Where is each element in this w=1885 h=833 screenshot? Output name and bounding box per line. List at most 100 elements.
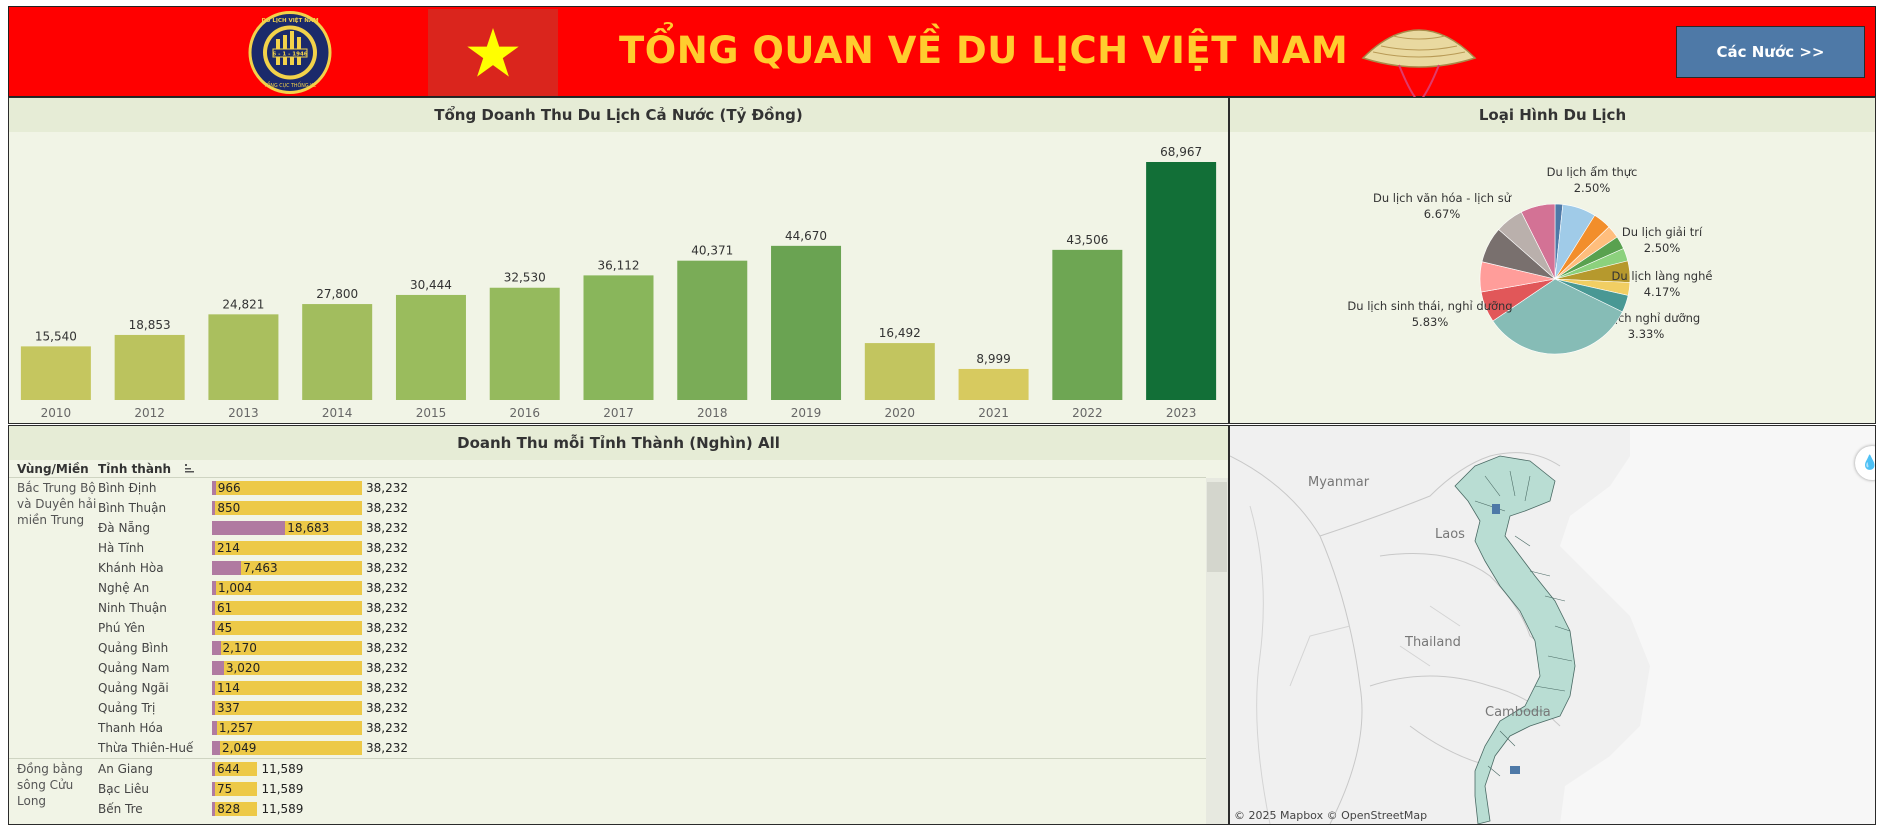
revenue-bar[interactable]	[1052, 249, 1123, 400]
value-bar[interactable]	[212, 521, 286, 535]
revenue-bar[interactable]	[677, 260, 748, 400]
value-bar[interactable]	[212, 701, 215, 715]
revenue-bar[interactable]	[395, 294, 466, 400]
value-bar[interactable]	[212, 802, 216, 816]
pie-slice-percent: 6.67%	[1424, 207, 1461, 221]
value-bar[interactable]	[212, 681, 215, 695]
table-row[interactable]: Bến Tre 828 11,589	[9, 799, 1206, 819]
total-bar[interactable]: 114	[212, 681, 362, 695]
table-row[interactable]: Ninh Thuận 61 38,232	[9, 598, 1206, 618]
header-banner: 6 - 1 - 1946 DU LỊCH VIỆT NAM TỔNG CỤC T…	[8, 6, 1876, 111]
hcmc-highlight[interactable]	[1510, 766, 1520, 774]
revenue-bar[interactable]	[208, 314, 279, 400]
total-bar[interactable]: 337	[212, 701, 362, 715]
total-bar[interactable]: 18,683	[212, 521, 362, 535]
province-value-label: 644	[217, 762, 240, 776]
province-name: Hà Tĩnh	[98, 541, 145, 555]
region-total-label: 38,232	[366, 541, 408, 555]
province-name: Quảng Nam	[98, 661, 170, 675]
scrollbar-thumb[interactable]	[1207, 482, 1227, 572]
table-row[interactable]: Bình Thuận 850 38,232	[9, 498, 1206, 518]
value-bar[interactable]	[212, 561, 242, 575]
x-tick-label: 2016	[509, 406, 540, 420]
revenue-bar[interactable]	[489, 287, 560, 400]
table-row[interactable]: Quảng Bình 2,170 38,232	[9, 638, 1206, 658]
region-total-label: 38,232	[366, 701, 408, 715]
total-bar[interactable]: 214	[212, 541, 362, 555]
total-bar[interactable]: 45	[212, 621, 362, 635]
region-total-label: 38,232	[366, 481, 408, 495]
sort-icon[interactable]	[184, 460, 196, 477]
value-bar[interactable]	[212, 541, 215, 555]
table-row[interactable]: An Giang 644 11,589	[9, 759, 1206, 779]
revenue-bar[interactable]	[958, 368, 1029, 400]
total-bar[interactable]: 1,257	[212, 721, 362, 735]
total-bar[interactable]: 850	[212, 501, 362, 515]
value-bar[interactable]	[212, 782, 215, 796]
table-row[interactable]: Thanh Hóa 1,257 38,232	[9, 718, 1206, 738]
province-value-label: 45	[217, 621, 233, 635]
pie-slice[interactable]	[1492, 278, 1623, 355]
total-bar[interactable]: 61	[212, 601, 362, 615]
vietnam-map[interactable]: Myanmar Laos Thailand Cambodia	[1230, 426, 1875, 824]
value-bar[interactable]	[212, 601, 215, 615]
revenue-bar[interactable]	[1146, 162, 1217, 400]
total-bar[interactable]: 2,170	[212, 641, 362, 655]
revenue-bar[interactable]	[114, 334, 185, 400]
value-bar[interactable]	[212, 621, 215, 635]
value-bar[interactable]	[212, 741, 221, 755]
table-row[interactable]: Bạc Liêu 75 11,589	[9, 779, 1206, 799]
value-bar[interactable]	[212, 581, 216, 595]
total-bar[interactable]: 3,020	[212, 661, 362, 675]
region-group: Bắc Trung Bộ và Duyên hải miền Trung Bình…	[9, 478, 1206, 758]
value-bar[interactable]	[212, 641, 221, 655]
droplet-icon[interactable]: 💧	[1855, 446, 1875, 480]
province-column-header[interactable]: Tỉnh thành	[98, 462, 172, 476]
province-value-label: 966	[217, 481, 241, 495]
revenue-bar[interactable]	[20, 346, 91, 400]
total-bar[interactable]: 7,463	[212, 561, 362, 575]
other-countries-button[interactable]: Các Nước >>	[1676, 26, 1865, 78]
vertical-scrollbar[interactable]	[1206, 478, 1228, 824]
hanoi-highlight[interactable]	[1492, 504, 1500, 514]
total-bar[interactable]: 966	[212, 481, 362, 495]
pie-slice[interactable]	[1520, 203, 1556, 280]
bar-value-label: 40,371	[691, 244, 733, 258]
province-value-label: 828	[217, 802, 241, 816]
table-row[interactable]: Hà Tĩnh 214 38,232	[9, 538, 1206, 558]
table-row[interactable]: Quảng Nam 3,020 38,232	[9, 658, 1206, 678]
pie-slice-label: Du lịch làng nghề	[1612, 269, 1713, 283]
x-tick-label: 2019	[791, 406, 822, 420]
bar-value-label: 27,800	[316, 287, 358, 301]
revenue-bar[interactable]	[583, 275, 654, 400]
value-bar[interactable]	[212, 501, 216, 515]
value-bar[interactable]	[212, 762, 215, 776]
map-attribution[interactable]: © 2025 Mapbox © OpenStreetMap	[1234, 809, 1428, 822]
table-row[interactable]: Bình Định 966 38,232	[9, 478, 1206, 498]
revenue-bar[interactable]	[864, 343, 935, 400]
total-bar[interactable]: 2,049	[212, 741, 362, 755]
revenue-bar[interactable]	[302, 304, 373, 400]
value-bar[interactable]	[212, 661, 224, 675]
table-row[interactable]: Nghệ An 1,004 38,232	[9, 578, 1206, 598]
table-row[interactable]: Quảng Trị 337 38,232	[9, 698, 1206, 718]
table-row[interactable]: Đà Nẵng 18,683 38,232	[9, 518, 1206, 538]
table-row[interactable]: Khánh Hòa 7,463 38,232	[9, 558, 1206, 578]
bar-value-label: 18,853	[129, 318, 171, 332]
vietnam-region[interactable]	[1454, 455, 1576, 824]
total-bar[interactable]: 1,004	[212, 581, 362, 595]
table-row[interactable]: Thừa Thiên-Huế 2,049 38,232	[9, 738, 1206, 758]
total-bar[interactable]: 75	[212, 782, 258, 796]
value-bar[interactable]	[212, 721, 217, 735]
province-table-body[interactable]: Bắc Trung Bộ và Duyên hải miền Trung Bình…	[9, 478, 1206, 824]
table-row[interactable]: Phú Yên 45 38,232	[9, 618, 1206, 638]
revenue-bar[interactable]	[771, 245, 842, 400]
statistics-office-logo: 6 - 1 - 1946 DU LỊCH VIỆT NAM TỔNG CỤC T…	[248, 11, 332, 94]
total-bar[interactable]: 828	[212, 802, 258, 816]
total-bar[interactable]: 644	[212, 762, 258, 776]
table-row[interactable]: Quảng Ngãi 114 38,232	[9, 678, 1206, 698]
map-panel[interactable]: Myanmar Laos Thailand Cambodia © 2025 Ma…	[1229, 425, 1876, 825]
value-bar[interactable]	[212, 481, 216, 495]
region-column-header[interactable]: Vùng/Miền	[17, 462, 89, 476]
